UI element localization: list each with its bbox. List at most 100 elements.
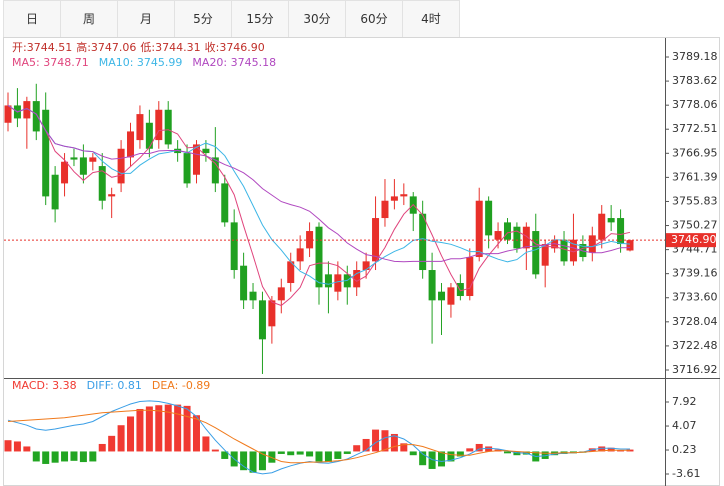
macd-bar [61,451,69,462]
macd-bar [485,446,493,452]
period-tab[interactable]: 30分 [288,1,345,37]
candle-body [108,194,116,197]
macd-bar [541,451,549,459]
macd-bar [174,404,182,452]
y-tick-label: 3750.27 [672,219,718,232]
frame [3,37,720,486]
indicator-line [7,104,631,285]
macd-bar [70,451,78,461]
y-tick-label: 3789.18 [672,50,718,63]
macd-bar [513,451,521,456]
y-tick-label: 3761.39 [672,170,718,183]
candle-body [127,131,135,158]
last-price-label: 3746.90 [671,233,717,246]
y-tick-label: 7.92 [672,395,697,408]
ohlc-label: 高:3747.06 [76,40,136,54]
candle-body [155,109,163,141]
macd-bar [324,451,332,463]
period-tab[interactable]: 月 [117,1,174,37]
legend-label: MACD: 3.38 [12,379,77,392]
candle-body [240,265,248,301]
macd-bar [400,443,408,452]
macd-bar [79,451,87,463]
candle-body [513,226,521,249]
candle-body [4,105,12,123]
candle-body [532,231,540,275]
macd-bar [334,451,342,459]
candle-body [456,283,464,297]
period-tabs: 日 周 月 5分 15分 30分 60分 4时 [3,0,460,38]
period-tab[interactable]: 4时 [402,1,459,37]
candle-body [296,248,304,262]
period-tab[interactable]: 周 [60,1,117,37]
candle-body [390,196,398,201]
candle-body [23,101,31,119]
y-tick-label: 3728.04 [672,315,718,328]
indicator-line [7,400,630,475]
candle-body [438,291,446,301]
candle-body [211,157,219,184]
period-tab[interactable]: 15分 [231,1,288,37]
candle-body [353,270,361,288]
candle-body [598,213,606,240]
macd-bar [381,430,389,452]
macd-bar [438,451,446,467]
candle-body [362,261,370,271]
macd-bar [32,451,40,462]
macd-bar [249,451,257,473]
candle-body [419,213,427,271]
candle-body [315,226,323,288]
macd-bar [268,451,276,463]
macd-bar [456,451,464,457]
candle-body [447,287,455,305]
macd-bar [258,451,266,471]
candle-body [230,222,238,271]
ohlc-label: 开:3744.51 [12,41,72,54]
macd-bar [117,425,125,452]
y-tick-label: 3716.92 [672,363,718,376]
macd-bar [503,451,511,454]
legend-label: MA5: 3748.71 [12,56,89,69]
candle-body [381,200,389,219]
candle-body [117,148,125,184]
macd-bar [145,406,153,452]
candle-body [607,218,615,223]
ohlc-label: 收:3746.90 [205,40,265,54]
macd-bar [89,451,97,462]
macd-bar [240,451,248,471]
y-tick-label: 3733.60 [672,291,718,304]
macd-bar [23,446,31,452]
candle-body [287,261,295,284]
y-tick-label: -3.61 [672,467,700,480]
period-tab[interactable]: 日 [3,1,60,37]
candle-body [32,101,40,132]
candle-body [202,148,210,154]
legend-label: DIFF: 0.81 [87,379,142,392]
candle-body [221,183,229,223]
y-tick-label: 3739.16 [672,267,718,280]
candle-body [428,270,436,301]
candle-body [70,157,78,160]
macd-bar [183,405,191,452]
macd-bar [607,447,615,452]
candle-body [372,218,380,262]
macd-bar [127,416,135,452]
macd-bar [13,441,21,452]
macd-bar [108,435,116,452]
candle-body [617,218,625,245]
ohlc-label: 低:3744.31 [140,41,200,54]
macd-bar [164,404,172,452]
period-tab[interactable]: 5分 [174,1,231,37]
period-tab[interactable]: 60分 [345,1,402,37]
macd-bar [136,408,144,452]
macd-bar [287,451,295,456]
candle-body [268,300,276,327]
macd-bar [447,451,455,462]
candle-body [522,226,530,249]
candle-body [249,291,257,301]
macd-bar [211,449,219,452]
y-tick-label: 3783.62 [672,74,718,87]
macd-bar [306,451,314,457]
candle-body [588,235,596,253]
